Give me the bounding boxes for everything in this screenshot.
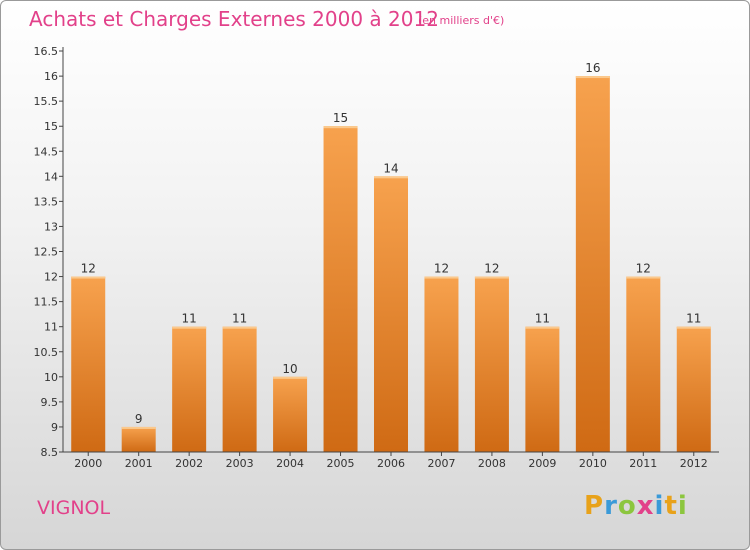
- bar-highlight: [323, 126, 358, 129]
- y-tick-label: 14.5: [34, 145, 59, 158]
- bar-highlight: [676, 326, 711, 329]
- y-tick-label: 12.5: [34, 246, 59, 259]
- x-tick-label: 2004: [276, 457, 304, 470]
- data-label: 12: [81, 262, 96, 276]
- data-label: 9: [135, 412, 143, 426]
- x-tick-label: 2003: [226, 457, 254, 470]
- x-tick-label: 2010: [579, 457, 607, 470]
- data-label: 14: [383, 161, 398, 175]
- bar-highlight: [71, 276, 106, 279]
- bar-highlight: [172, 326, 207, 329]
- bar-2005: [323, 126, 358, 452]
- commune-name: VIGNOL: [37, 497, 111, 519]
- y-tick-label: 13.5: [34, 195, 59, 208]
- bar-2011: [626, 276, 661, 452]
- y-tick-label: 9.5: [41, 396, 59, 409]
- x-tick-label: 2009: [528, 457, 556, 470]
- bar-2006: [374, 176, 408, 452]
- y-tick-label: 14: [44, 170, 58, 183]
- proxiti-logo[interactable]: Proxiti: [584, 491, 688, 521]
- bar-highlight: [121, 426, 156, 429]
- bar-2002: [172, 326, 207, 452]
- y-tick-label: 10.5: [34, 346, 59, 359]
- data-label: 15: [333, 111, 348, 125]
- data-label: 10: [282, 362, 297, 376]
- y-tick-label: 16.5: [34, 45, 59, 58]
- bar-2003: [222, 326, 257, 452]
- bar-2010: [575, 76, 610, 452]
- data-label: 11: [535, 312, 550, 326]
- bar-highlight: [474, 276, 509, 279]
- x-tick-label: 2012: [680, 457, 708, 470]
- bar-2001: [121, 426, 156, 452]
- bar-highlight: [273, 376, 308, 379]
- data-label: 11: [686, 312, 701, 326]
- x-tick-label: 2002: [175, 457, 203, 470]
- y-tick-label: 11: [44, 321, 58, 334]
- bar-2008: [474, 276, 509, 452]
- bar-highlight: [222, 326, 257, 329]
- y-tick-label: 8.5: [41, 446, 59, 459]
- bar-highlight: [525, 326, 560, 329]
- y-tick-label: 16: [44, 70, 58, 83]
- bar-2000: [71, 276, 106, 452]
- y-tick-label: 13: [44, 220, 58, 233]
- bar-highlight: [626, 276, 661, 279]
- x-tick-label: 2011: [629, 457, 657, 470]
- x-tick-label: 2000: [74, 457, 102, 470]
- x-tick-label: 2005: [327, 457, 355, 470]
- x-tick-label: 2006: [377, 457, 405, 470]
- y-tick-label: 15: [44, 120, 58, 133]
- data-label: 12: [636, 262, 651, 276]
- y-tick-label: 15.5: [34, 95, 59, 108]
- bar-2007: [424, 276, 459, 452]
- data-label: 12: [434, 262, 449, 276]
- bar-highlight: [575, 76, 610, 79]
- data-label: 11: [232, 312, 247, 326]
- y-tick-label: 9: [51, 421, 58, 434]
- y-tick-label: 11.5: [34, 296, 59, 309]
- data-label: 12: [484, 262, 499, 276]
- bar-2009: [525, 326, 560, 452]
- y-tick-label: 10: [44, 371, 58, 384]
- bar-2012: [676, 326, 711, 452]
- data-label: 16: [585, 61, 600, 75]
- bar-2004: [273, 376, 308, 452]
- chart-title: Achats et Charges Externes 2000 à 2012: [29, 7, 439, 31]
- data-label: 11: [182, 312, 197, 326]
- bar-highlight: [374, 176, 408, 179]
- chart-unit: (en milliers d'€): [418, 14, 505, 27]
- x-tick-label: 2008: [478, 457, 506, 470]
- bar-highlight: [424, 276, 459, 279]
- x-tick-label: 2001: [125, 457, 153, 470]
- y-tick-label: 12: [44, 271, 58, 284]
- x-tick-label: 2007: [427, 457, 455, 470]
